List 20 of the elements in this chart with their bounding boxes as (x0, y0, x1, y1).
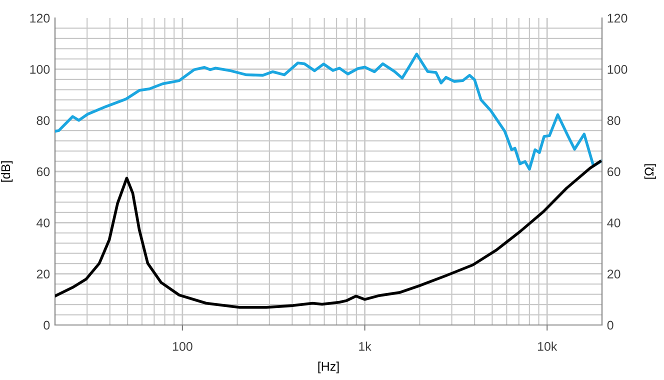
y2-tick-label: 120 (608, 14, 628, 23)
y-tick-label: 60 (36, 167, 50, 176)
x-tick-label: 100 (172, 342, 192, 351)
y2-tick-label: 0 (607, 320, 614, 330)
x-tick-label: 10k (538, 342, 558, 351)
y2-tick-label: 20 (607, 270, 620, 278)
y2-axis-title: [Ω] (644, 164, 656, 179)
y2-tick-label: 40 (607, 218, 620, 228)
y-axis-title: [dB] (0, 161, 13, 182)
y-tick-label: 120 (30, 14, 50, 23)
y-tick-label: 0 (44, 320, 50, 330)
x-axis-title: [Hz] (318, 362, 339, 374)
x-tick-label: 1k (359, 342, 372, 351)
y-tick-label: 40 (36, 218, 50, 228)
y-tick-label: 100 (30, 64, 50, 74)
y2-tick-label: 80 (607, 116, 620, 125)
y2-tick-label: 60 (607, 167, 620, 176)
y2-tick-label: 100 (608, 64, 628, 74)
y-tick-label: 20 (36, 270, 50, 278)
y-tick-label: 80 (36, 116, 50, 125)
